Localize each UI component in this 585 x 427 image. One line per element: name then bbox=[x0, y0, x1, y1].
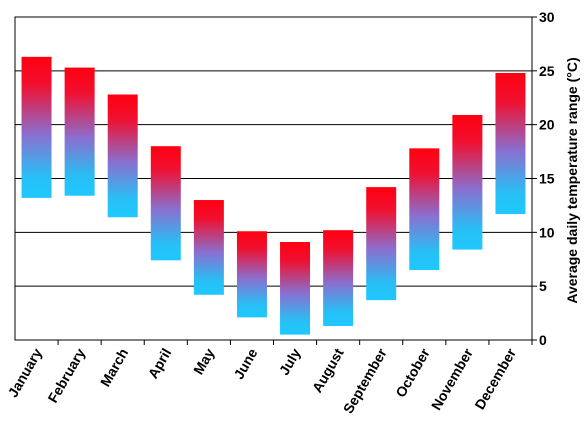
bar-august bbox=[323, 230, 354, 327]
x-tick-label: January bbox=[4, 345, 45, 400]
x-tick-label: July bbox=[276, 345, 304, 377]
bar-september bbox=[366, 187, 397, 301]
x-tick-label: September bbox=[340, 345, 390, 416]
y-tick-label: 5 bbox=[539, 278, 547, 294]
x-tick-label: June bbox=[230, 345, 260, 381]
x-tick-label: May bbox=[190, 345, 218, 377]
y-tick-label: 10 bbox=[539, 224, 555, 240]
bar-may bbox=[193, 200, 224, 295]
bars bbox=[21, 56, 526, 335]
y-axis: 0 5 10 15 20 25 30 bbox=[532, 9, 555, 348]
gridlines bbox=[15, 70, 532, 287]
bar-december bbox=[495, 72, 526, 215]
x-tick-label: March bbox=[97, 346, 131, 390]
bar-june bbox=[236, 231, 267, 318]
y-tick-label: 15 bbox=[539, 171, 555, 187]
y-tick-label: 30 bbox=[539, 9, 555, 25]
bar-april bbox=[150, 146, 181, 261]
x-tick-label: December bbox=[471, 345, 519, 412]
bar-july bbox=[280, 242, 311, 335]
bar-february bbox=[64, 67, 95, 196]
bar-january bbox=[21, 56, 52, 198]
x-tick-label: November bbox=[428, 345, 476, 413]
bar-november bbox=[452, 114, 483, 250]
y-tick-label: 20 bbox=[539, 117, 555, 133]
x-tick-label: August bbox=[309, 345, 347, 395]
y-tick-label: 25 bbox=[539, 63, 555, 79]
x-tick-label: April bbox=[145, 346, 175, 382]
x-tick-label: February bbox=[44, 345, 88, 405]
y-tick-label: 0 bbox=[539, 332, 547, 348]
bar-march bbox=[107, 94, 138, 218]
y-axis-title: Average daily temperature range (°C) bbox=[564, 57, 580, 303]
bar-october bbox=[409, 148, 440, 271]
x-axis: January February March April May June July Augu… bbox=[4, 340, 533, 416]
x-tick-label: October bbox=[392, 345, 433, 400]
